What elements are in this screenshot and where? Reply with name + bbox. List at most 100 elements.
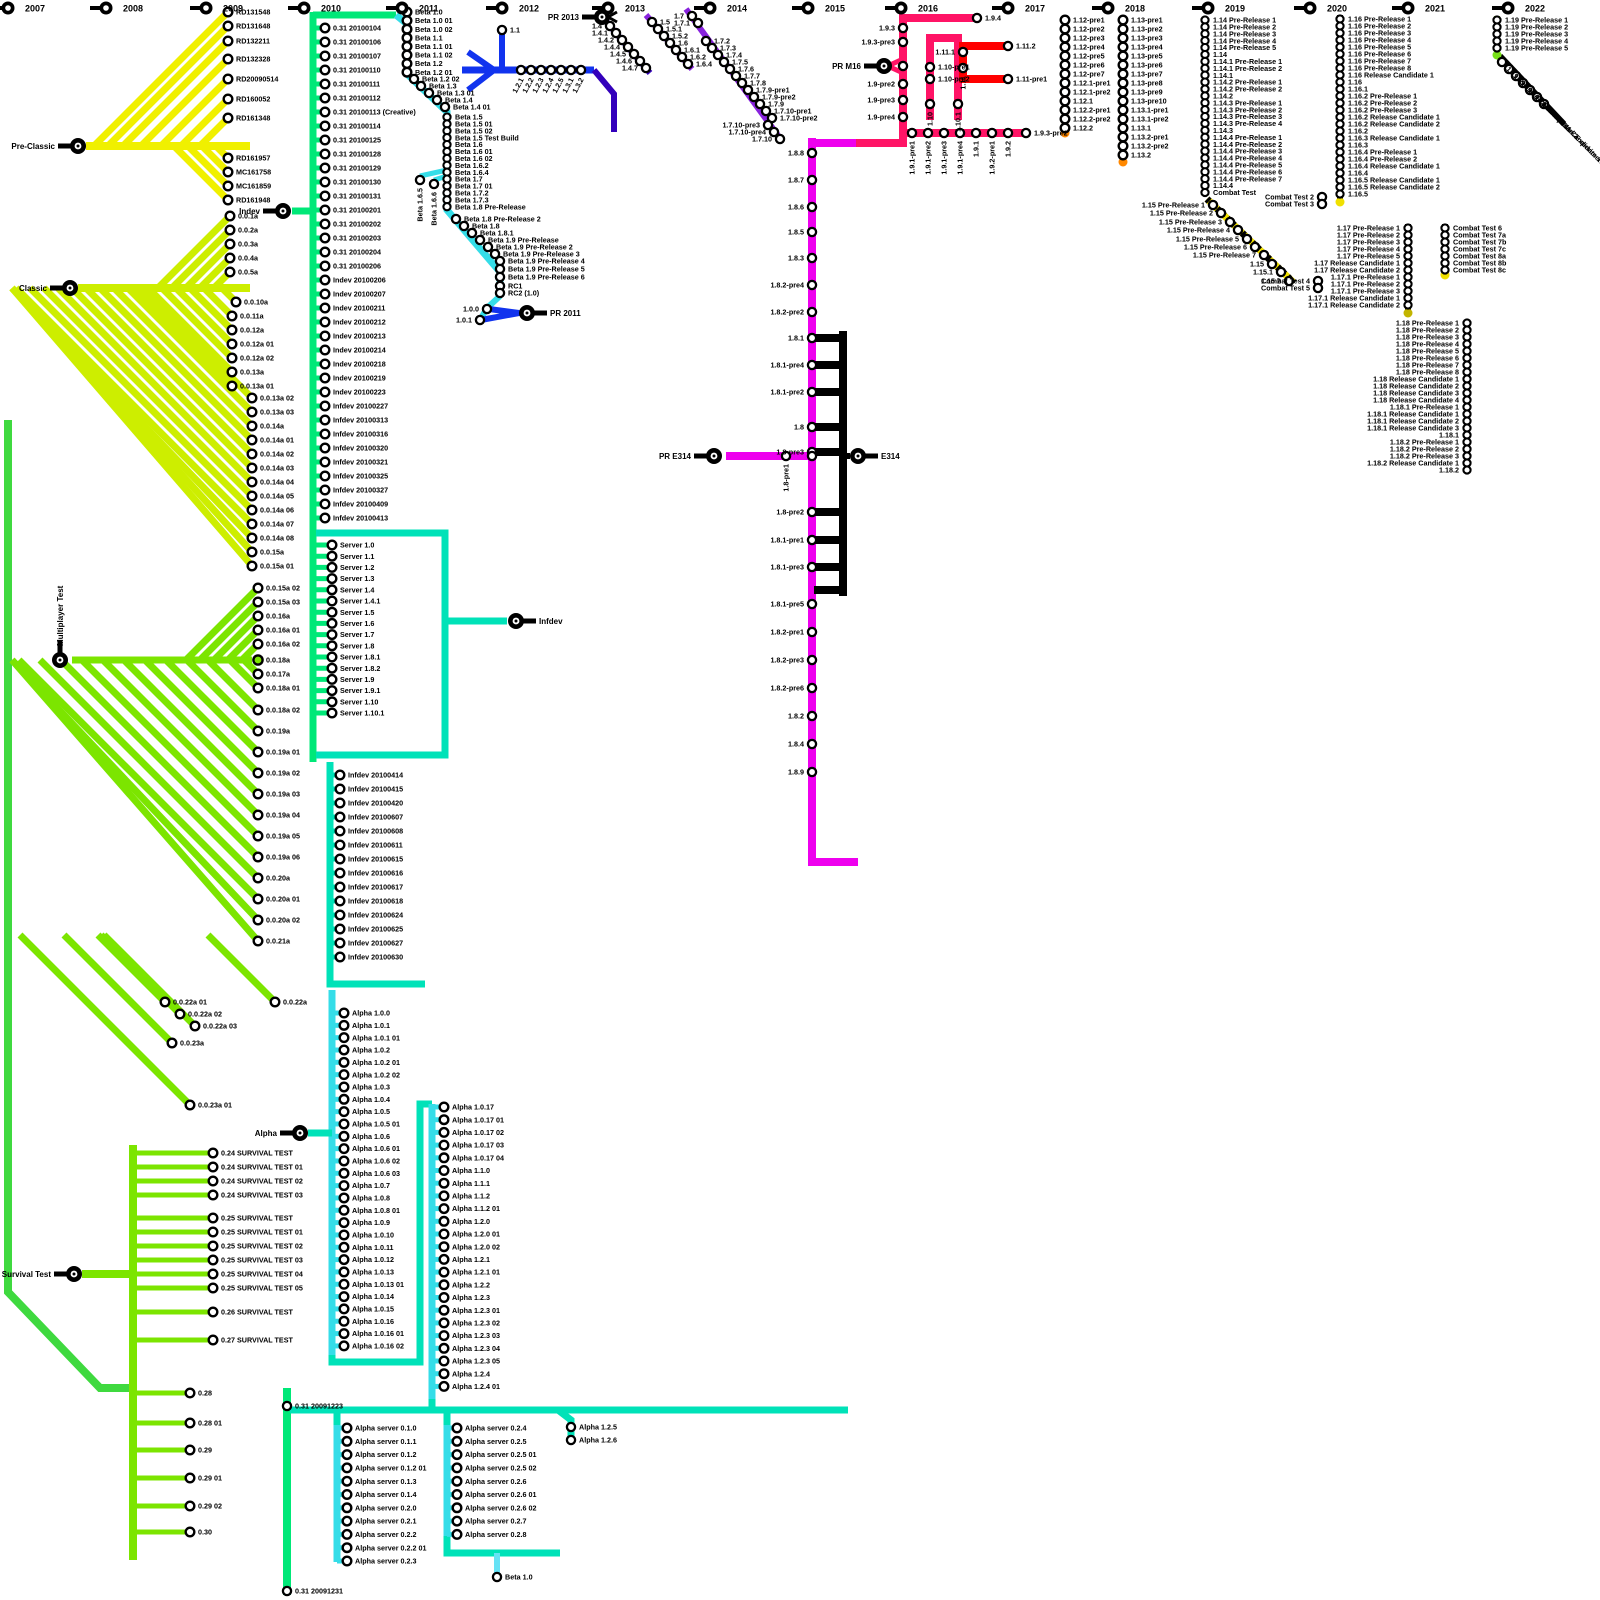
version-node	[226, 324, 238, 336]
version-node	[246, 546, 258, 558]
version-node	[438, 1228, 450, 1240]
version-label: 1.7.10	[752, 135, 772, 144]
version-node	[334, 825, 346, 837]
version-node	[806, 332, 818, 344]
branch-line	[183, 241, 233, 291]
key-icon-core	[712, 454, 716, 458]
version-node	[319, 176, 331, 188]
branch-line	[591, 68, 617, 132]
version-node	[451, 1475, 463, 1487]
key-icon-core	[514, 619, 518, 623]
version-label: Beta 1.6.2	[455, 161, 489, 170]
version-label: 1.7.4	[726, 51, 742, 60]
version-node	[686, 10, 698, 22]
version-label: 0.0.22a 02	[188, 1010, 222, 1019]
year-marker-2014	[694, 1, 717, 15]
version-node	[628, 48, 640, 60]
version-node	[338, 1007, 350, 1019]
version-label: 0.0.12a	[240, 326, 265, 335]
version-label: Infdev 20100325	[333, 472, 388, 481]
version-node	[184, 1417, 196, 1429]
key-label: PR 2011	[550, 309, 581, 318]
version-node	[1531, 91, 1543, 103]
version-node	[458, 220, 470, 232]
branch-line	[97, 285, 255, 443]
version-node	[986, 127, 998, 139]
version-label: RD160052	[236, 95, 270, 104]
version-label: RD131648	[236, 22, 270, 31]
version-node	[334, 881, 346, 893]
branch-line	[185, 143, 231, 189]
version-node	[897, 78, 909, 90]
key-pr-e314	[694, 448, 722, 464]
key-pr-m16	[864, 58, 892, 74]
version-node	[806, 359, 818, 371]
version-node	[319, 134, 331, 146]
version-label: Alpha 1.1.2	[452, 1192, 490, 1201]
version-node	[401, 15, 413, 27]
key-icon-core	[68, 286, 72, 290]
version-label: Infdev 20100624	[348, 911, 403, 920]
version-node	[1117, 32, 1129, 44]
version-node	[246, 462, 258, 474]
version-node	[319, 512, 331, 524]
version-node	[1207, 199, 1219, 211]
version-node	[326, 640, 338, 652]
version-label: 0.0.15a 03	[266, 598, 300, 607]
version-label: Alpha server 0.2.0	[355, 1503, 417, 1512]
version-label: 0.25 SURVIVAL TEST 03	[221, 1256, 303, 1265]
version-node	[670, 44, 682, 56]
version-label: Alpha server 0.2.6 02	[465, 1503, 537, 1512]
version-label: 1.12-pre3	[1073, 34, 1105, 43]
version-label: 1.12-pre4	[1073, 43, 1105, 52]
version-node	[222, 194, 234, 206]
version-label: Infdev 20100627	[348, 939, 403, 948]
version-label: 1.14.4 Pre-Release 5	[1213, 161, 1282, 170]
version-label: 2022	[1525, 4, 1545, 14]
version-node	[736, 77, 748, 89]
version-node	[341, 1422, 353, 1434]
version-label: 1.7.3	[720, 44, 736, 53]
version-label: 1.10.1	[954, 112, 963, 132]
version-node	[565, 1434, 577, 1446]
version-label: Alpha 1.0.8	[352, 1194, 390, 1203]
version-label: Combat Test 7b	[1453, 238, 1507, 247]
branch-line	[169, 227, 233, 291]
version-node	[319, 106, 331, 118]
version-node	[1312, 282, 1324, 294]
version-label: 0.0.14a 06	[260, 506, 294, 515]
version-label: 1.14	[1213, 50, 1227, 59]
version-label: Server 1.9	[340, 675, 374, 684]
version-label: 1.13.1-pre1	[1131, 106, 1169, 115]
version-label: 1.14.1 Pre-Release 2	[1213, 64, 1282, 73]
version-label: Alpha 1.0.17 01	[452, 1115, 504, 1124]
version-label: 1.18.1 Release Candidate 1	[1367, 410, 1459, 419]
version-label: 1.4	[592, 22, 602, 31]
version-label: Alpha server 0.2.4	[465, 1424, 527, 1433]
version-node	[1335, 189, 1345, 199]
version-node	[924, 61, 936, 73]
version-label: 0.0.3a	[238, 240, 259, 249]
branch-line	[163, 657, 261, 755]
version-label: Beta 1.4	[445, 96, 473, 105]
version-label: 1.18.2 Pre-Release 3	[1390, 452, 1459, 461]
version-node	[1059, 14, 1071, 26]
version-label: Server 1.6	[340, 619, 374, 628]
year-key-tail	[386, 6, 396, 10]
key-multiplayer-test	[52, 640, 68, 668]
version-node	[252, 725, 264, 737]
version-label: 1.12.2	[1073, 124, 1093, 133]
version-label: 1.16.4 Pre-Release 2	[1348, 155, 1417, 164]
version-label: Infdev 20100313	[333, 416, 388, 425]
branch-line	[121, 657, 261, 797]
version-label: 2020	[1327, 4, 1347, 14]
version-node	[924, 98, 936, 110]
pre-classic-fan	[91, 9, 231, 203]
version-node	[1117, 14, 1129, 26]
version-node	[438, 1152, 450, 1164]
year-marker-2022	[1492, 1, 1515, 15]
version-node	[1002, 73, 1014, 85]
year-marker-2007	[0, 1, 15, 15]
version-label: 1.8.3	[788, 254, 804, 263]
version-label: 1.17 Pre-Release 2	[1337, 231, 1400, 240]
